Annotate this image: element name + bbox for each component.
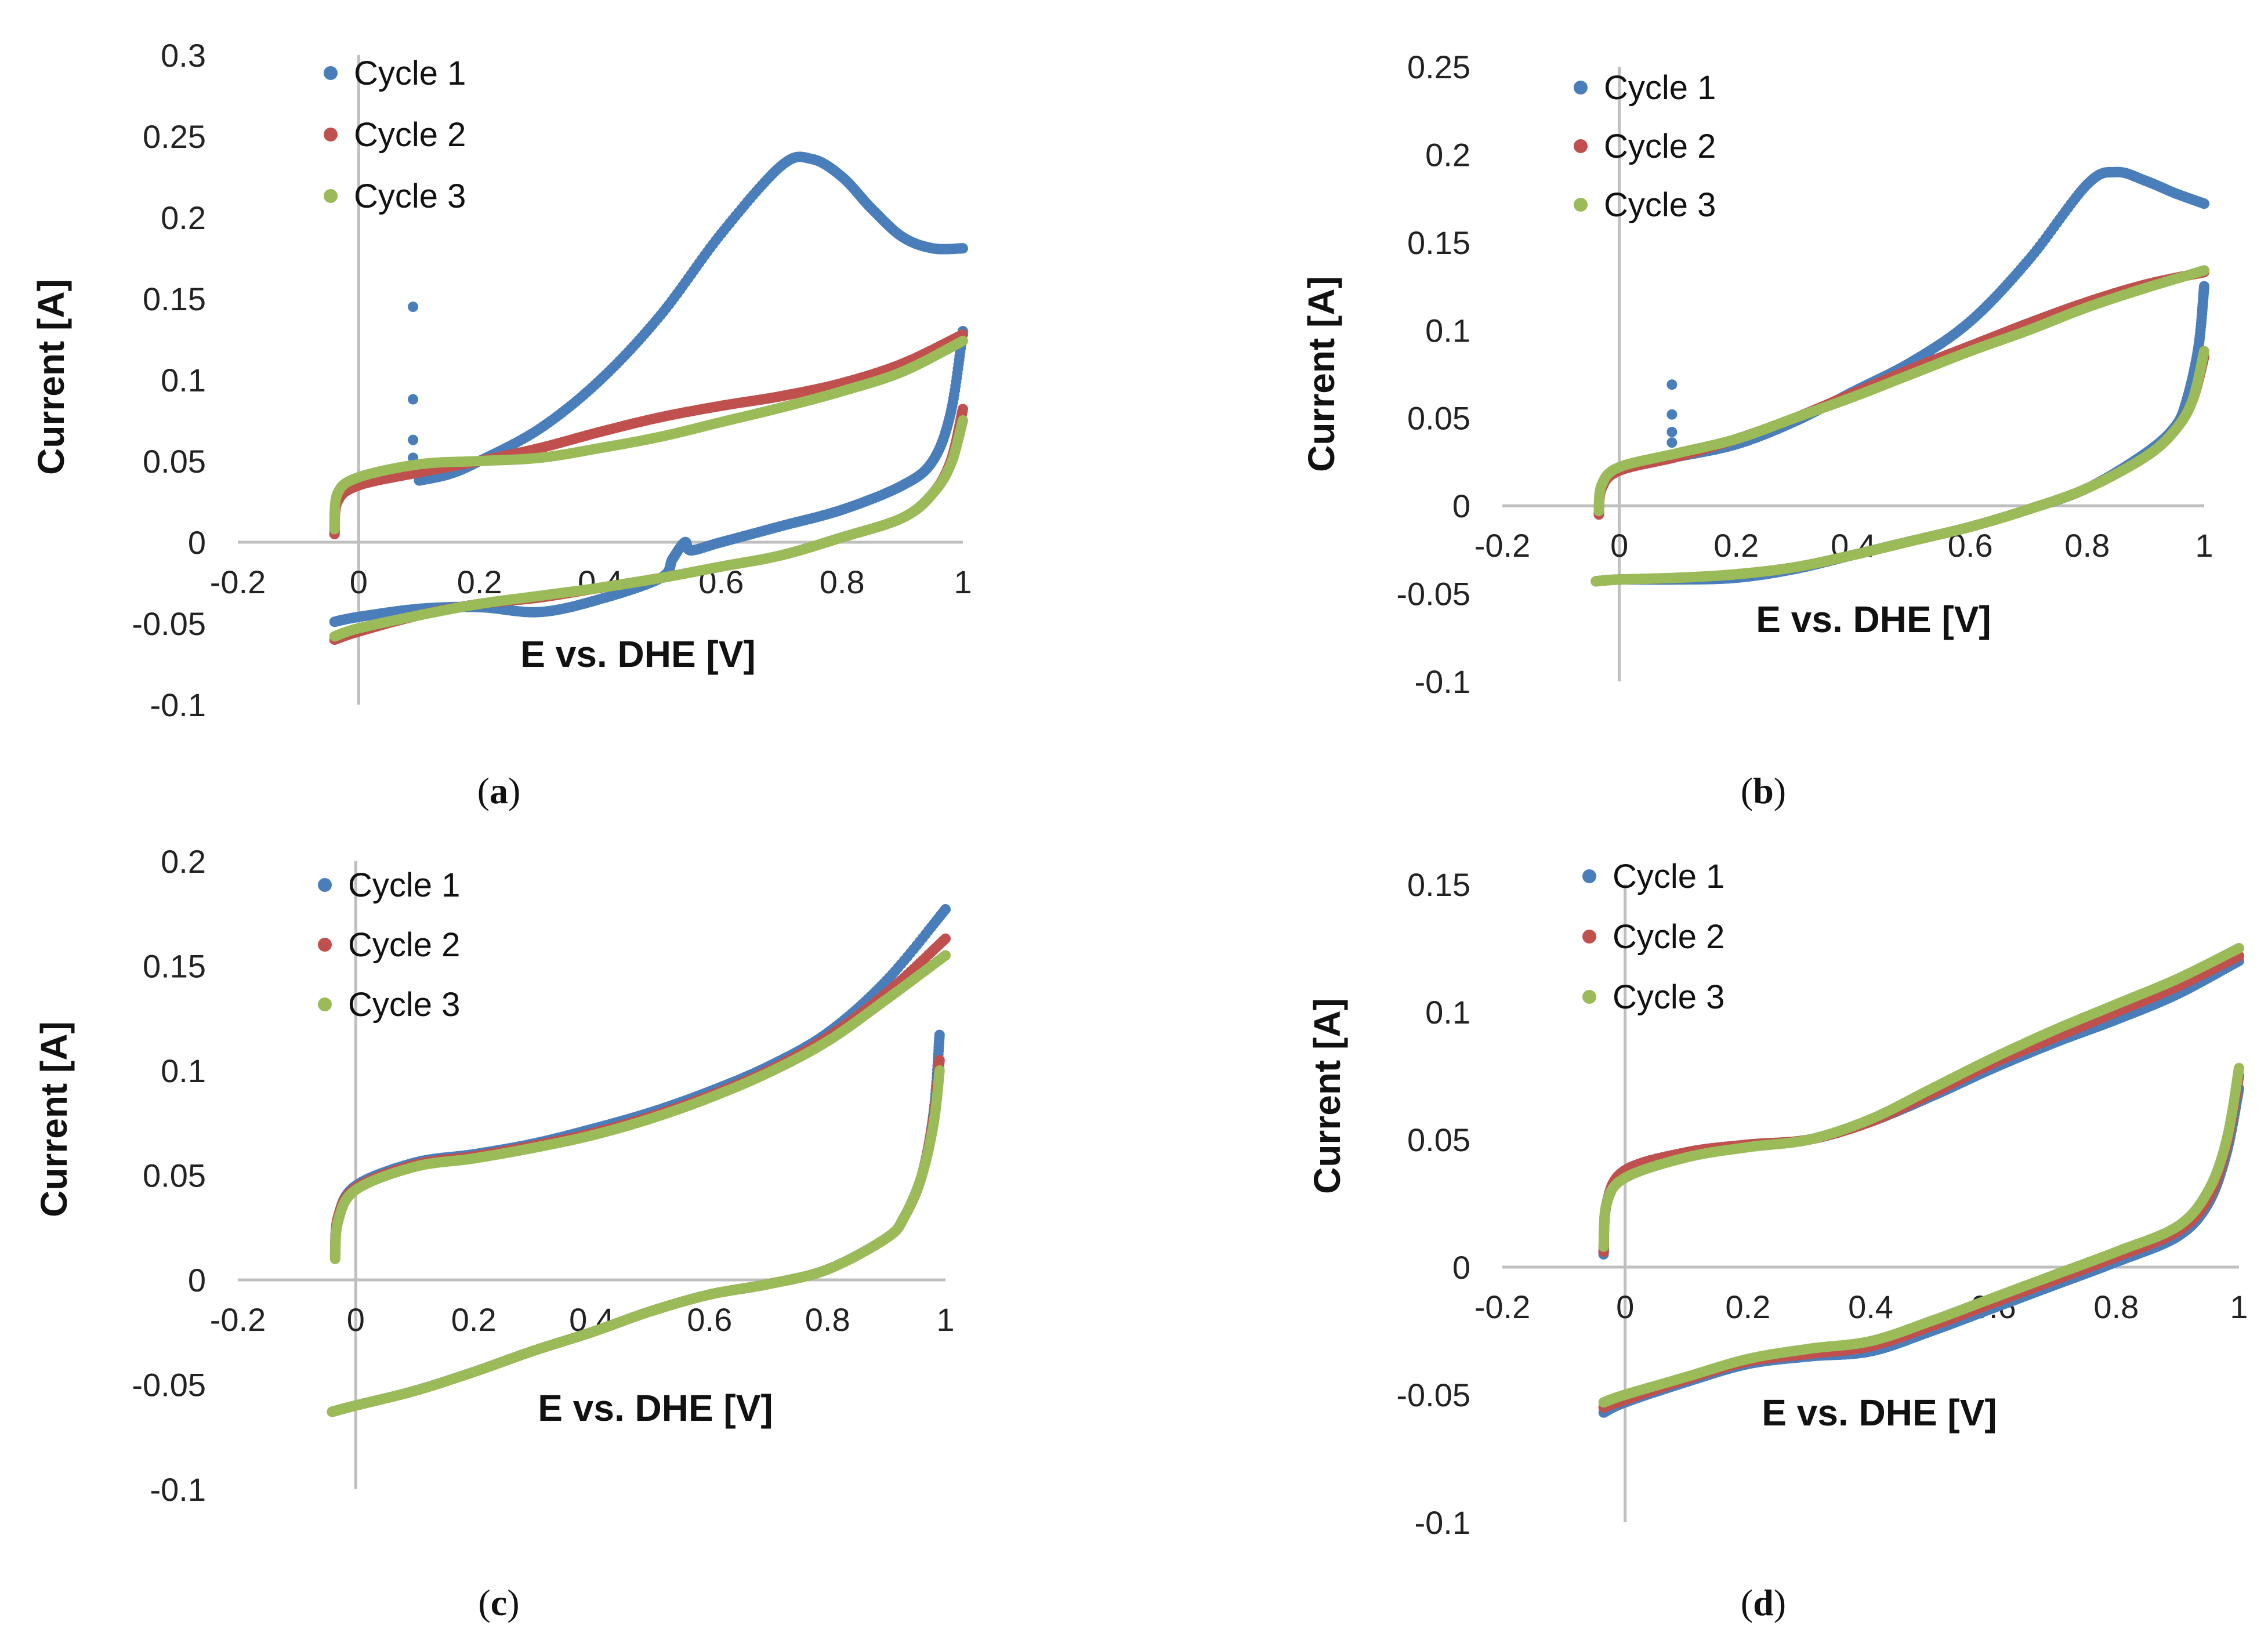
panel-caption: (b)	[1741, 770, 1786, 811]
data-point	[2199, 198, 2209, 209]
y-tick-label: -0.05	[132, 605, 206, 642]
y-axis-title: Current [A]	[1300, 276, 1342, 472]
data-point	[329, 631, 340, 642]
legend-entry: Cycle 3	[1604, 186, 1716, 224]
y-tick-label: 0	[188, 1262, 206, 1298]
series-cycle-3	[329, 335, 968, 642]
legend-marker	[324, 66, 338, 80]
legend-entry: Cycle 3	[354, 177, 466, 215]
data-point	[958, 335, 968, 346]
x-tick-label: 0.2	[451, 1301, 497, 1338]
y-tick-label: -0.05	[132, 1367, 206, 1403]
data-point	[940, 933, 951, 944]
y-tick-label: 0.1	[161, 1053, 206, 1089]
y-tick-label: 0.2	[161, 199, 206, 236]
x-tick-label: -0.2	[210, 564, 266, 600]
y-tick-label: 0.05	[143, 1158, 206, 1194]
y-tick-label: 0.1	[1425, 312, 1470, 349]
data-point	[1591, 576, 1602, 587]
y-tick-label: 0.15	[1407, 224, 1470, 261]
legend-marker	[1574, 139, 1588, 153]
legend-entry: Cycle 1	[354, 55, 466, 92]
panel-caption: (a)	[477, 770, 521, 811]
data-point	[408, 434, 419, 445]
y-tick-label: 0.15	[143, 281, 206, 317]
data-point	[958, 243, 968, 254]
data-point	[1666, 379, 1678, 390]
x-tick-label: 0.6	[687, 1301, 732, 1338]
x-tick-label: 0.8	[820, 564, 865, 600]
data-point	[408, 394, 419, 405]
series-cycle-1	[329, 151, 968, 627]
x-tick-label: 0	[347, 1301, 365, 1338]
data-point	[1666, 426, 1678, 437]
x-tick-label: 0	[1610, 527, 1628, 564]
data-point	[2199, 265, 2209, 276]
x-tick-label: 0.8	[805, 1301, 850, 1338]
series-cycle-3	[1591, 265, 2209, 587]
y-tick-label: 0	[1452, 488, 1470, 524]
y-tick-label: 0.15	[143, 948, 206, 985]
legend-marker	[324, 128, 338, 141]
legend-marker	[324, 189, 338, 203]
y-tick-label: -0.1	[1415, 663, 1471, 700]
legend-entry: Cycle 2	[354, 116, 466, 154]
y-tick-label: 0.25	[143, 118, 206, 155]
x-axis-title: E vs. DHE [V]	[538, 1387, 773, 1429]
x-axis-title: E vs. DHE [V]	[1756, 598, 1991, 640]
y-tick-label: -0.1	[150, 687, 206, 723]
x-axis-title: E vs. DHE [V]	[520, 633, 755, 675]
y-tick-label: -0.05	[1396, 576, 1470, 612]
data-point	[940, 950, 951, 961]
x-tick-label: 1	[936, 1301, 954, 1338]
x-tick-label: 1	[2195, 527, 2213, 564]
series-cycle-2	[329, 329, 968, 645]
x-tick-label: 0.2	[1713, 527, 1759, 564]
data-point	[329, 616, 340, 627]
y-tick-label: 0.25	[1407, 49, 1470, 85]
legend-entry: Cycle 1	[1604, 69, 1716, 107]
legend-entry: Cycle 2	[1604, 128, 1716, 165]
x-tick-label: 0.8	[2064, 527, 2110, 564]
y-tick-label: 0.05	[143, 443, 206, 480]
data-point	[940, 904, 951, 915]
legend-marker	[1574, 198, 1588, 212]
data-point	[1666, 437, 1678, 448]
y-axis-title: Current [A]	[30, 279, 72, 475]
y-tick-label: -0.1	[150, 1471, 206, 1508]
x-tick-label: 0.2	[457, 564, 502, 600]
y-tick-label: 0.05	[1407, 400, 1470, 437]
y-tick-label: 0	[188, 524, 206, 561]
legend-marker	[1574, 81, 1588, 95]
y-tick-label: 0.3	[161, 37, 206, 74]
data-point	[1666, 409, 1678, 420]
series-cycle-3	[327, 950, 951, 1417]
x-tick-label: 1	[954, 564, 972, 600]
y-tick-label: 0.2	[1425, 136, 1470, 173]
x-tick-label: -0.2	[210, 1301, 266, 1338]
y-axis-title: Current [A]	[33, 1021, 75, 1217]
data-point	[408, 302, 419, 312]
x-tick-label: 0	[350, 564, 368, 600]
y-tick-label: 0.2	[161, 843, 206, 880]
y-tick-label: 0.1	[161, 362, 206, 398]
x-tick-label: -0.2	[1474, 527, 1531, 564]
